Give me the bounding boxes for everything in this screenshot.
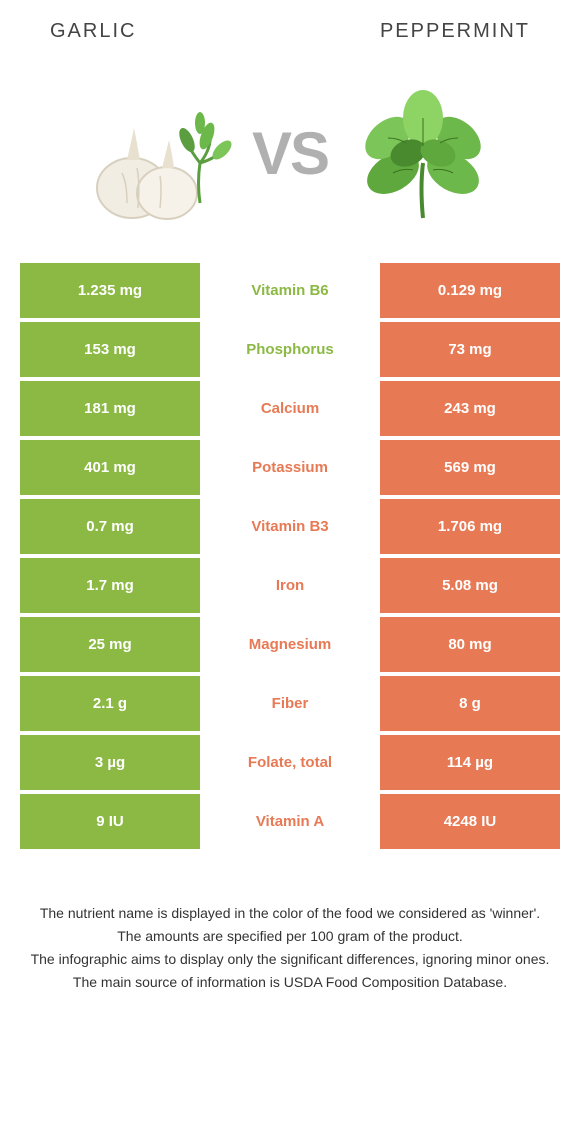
table-row: 0.7 mgVitamin B31.706 mg [20, 499, 560, 554]
right-value-cell: 80 mg [380, 617, 560, 672]
footnote-line: The amounts are specified per 100 gram o… [30, 926, 550, 947]
right-value-cell: 114 µg [380, 735, 560, 790]
table-row: 3 µgFolate, total114 µg [20, 735, 560, 790]
nutrient-name-cell: Vitamin A [200, 794, 380, 849]
left-value-cell: 401 mg [20, 440, 200, 495]
left-value-cell: 1.235 mg [20, 263, 200, 318]
nutrient-name-cell: Potassium [200, 440, 380, 495]
peppermint-image [338, 68, 508, 238]
nutrient-name-cell: Magnesium [200, 617, 380, 672]
table-row: 25 mgMagnesium80 mg [20, 617, 560, 672]
left-food-title: Garlic [50, 20, 136, 43]
nutrient-name-cell: Phosphorus [200, 322, 380, 377]
left-value-cell: 1.7 mg [20, 558, 200, 613]
vs-label: VS [252, 119, 328, 188]
table-row: 1.7 mgIron5.08 mg [20, 558, 560, 613]
footnote-line: The main source of information is USDA F… [30, 972, 550, 993]
right-value-cell: 8 g [380, 676, 560, 731]
right-value-cell: 243 mg [380, 381, 560, 436]
left-value-cell: 153 mg [20, 322, 200, 377]
footnotes: The nutrient name is displayed in the co… [0, 853, 580, 1015]
nutrient-name-cell: Fiber [200, 676, 380, 731]
left-value-cell: 25 mg [20, 617, 200, 672]
table-row: 153 mgPhosphorus73 mg [20, 322, 560, 377]
right-value-cell: 569 mg [380, 440, 560, 495]
nutrient-name-cell: Vitamin B6 [200, 263, 380, 318]
table-row: 1.235 mgVitamin B60.129 mg [20, 263, 560, 318]
garlic-image [72, 68, 242, 238]
right-food-title: Peppermint [380, 20, 530, 43]
table-row: 401 mgPotassium569 mg [20, 440, 560, 495]
header: Garlic Peppermint [0, 0, 580, 58]
footnote-line: The infographic aims to display only the… [30, 949, 550, 970]
right-value-cell: 1.706 mg [380, 499, 560, 554]
table-row: 2.1 gFiber8 g [20, 676, 560, 731]
comparison-table: 1.235 mgVitamin B60.129 mg153 mgPhosphor… [0, 263, 580, 849]
right-value-cell: 4248 IU [380, 794, 560, 849]
nutrient-name-cell: Iron [200, 558, 380, 613]
nutrient-name-cell: Calcium [200, 381, 380, 436]
left-value-cell: 0.7 mg [20, 499, 200, 554]
right-value-cell: 73 mg [380, 322, 560, 377]
table-row: 9 IUVitamin A4248 IU [20, 794, 560, 849]
right-value-cell: 5.08 mg [380, 558, 560, 613]
vs-section: VS [0, 58, 580, 263]
right-value-cell: 0.129 mg [380, 263, 560, 318]
footnote-line: The nutrient name is displayed in the co… [30, 903, 550, 924]
table-row: 181 mgCalcium243 mg [20, 381, 560, 436]
left-value-cell: 9 IU [20, 794, 200, 849]
left-value-cell: 2.1 g [20, 676, 200, 731]
nutrient-name-cell: Folate, total [200, 735, 380, 790]
left-value-cell: 181 mg [20, 381, 200, 436]
nutrient-name-cell: Vitamin B3 [200, 499, 380, 554]
left-value-cell: 3 µg [20, 735, 200, 790]
